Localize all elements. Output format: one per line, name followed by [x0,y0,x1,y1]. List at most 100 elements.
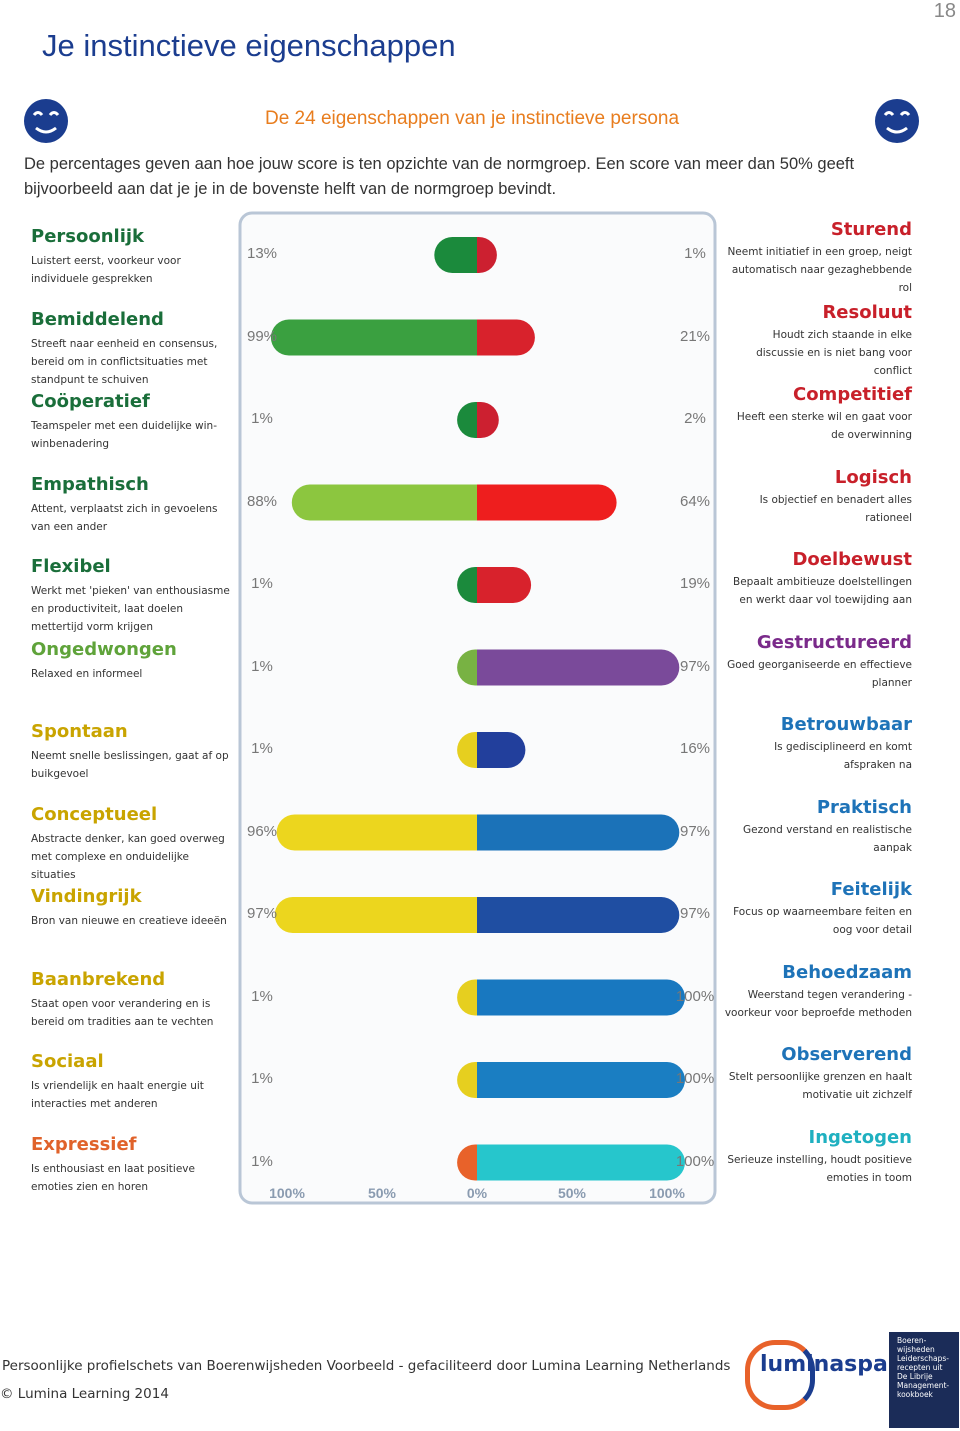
bar [477,402,499,438]
trait-description: Attent, verplaatst zich in gevoelens van… [31,502,218,533]
bar [477,1144,685,1181]
trait-description: Neemt initiatief in een groep, neigt aut… [727,246,912,294]
trait-description: Weerstand tegen verandering - voorkeur v… [724,988,912,1019]
x-tick-label: 50% [558,1185,587,1201]
trait-description: Houdt zich staande in elke discussie en … [756,328,912,377]
bar [270,319,477,356]
trait-description: Relaxed en informeel [31,667,143,680]
trait-description: Abstracte denker, kan goed overweg met c… [31,832,225,881]
trait-name: Observerend [781,1044,912,1065]
trait-description: Heeft een sterke wil en gaat voor de ove… [736,411,912,441]
bar [434,237,477,273]
trait-name: Coöperatief [31,391,150,412]
trait-name: Praktisch [816,796,912,818]
bar [477,1062,685,1098]
bar [276,814,477,851]
book-line: Management- [897,1381,950,1390]
value-label: 16% [679,740,711,757]
trait-description: Is objectief en benadert alles rationeel [759,493,912,524]
book-cover: Boeren-wijsheden Leiderschaps-recepten ui… [889,1332,959,1428]
bar [457,567,477,603]
trait-description: Goed georganiseerde en effectieve planne… [727,658,912,689]
value-label: 2% [684,410,706,427]
trait-description: Is enthousiast en laat positieve emoties… [31,1162,195,1193]
bar [457,402,477,438]
page-number: 18 [933,0,956,22]
bar [457,1144,477,1181]
value-label: 1% [251,410,273,427]
trait-name: Competitief [792,384,912,405]
trait-name: Doelbewust [792,549,912,570]
book-line: De Librije [897,1372,933,1381]
book-line: kookboek [897,1390,933,1399]
bar [477,484,617,521]
value-label: 96% [246,822,278,840]
trait-description: Teamspeler met een duidelijke win-winben… [31,420,218,450]
value-label: 100% [675,1070,715,1087]
logo-ring [745,1340,815,1410]
value-label: 13% [246,245,278,262]
value-label: 100% [675,1152,715,1170]
copyright: © Lumina Learning 2014 [0,1386,169,1402]
trait-description: Bepaalt ambitieuze doelstellingen en wer… [733,576,912,606]
trait-name: Persoonlijk [31,226,145,247]
bar [477,567,532,603]
x-tick-label: 100% [269,1185,305,1201]
trait-name: Baanbrekend [31,968,166,990]
trait-name: Behoedzaam [782,961,912,983]
trait-name: Conceptueel [31,803,158,825]
chart-frame [238,211,717,1205]
trait-name: Betrouwbaar [780,714,912,735]
trait-description: Serieuze instelling, houdt positieve emo… [727,1153,912,1184]
smiley-left [24,99,68,143]
value-label: 1% [251,1152,273,1170]
book-line: Boeren- [897,1336,927,1345]
trait-name: Flexibel [31,556,111,577]
value-label: 97% [679,822,711,840]
value-label: 1% [684,245,706,262]
trait-description: Streeft naar eenheid en consensus, berei… [31,337,218,386]
value-label: 97% [679,905,711,922]
value-label: 88% [246,492,278,510]
value-label: 1% [251,1070,273,1087]
bar [477,897,680,933]
trait-description: Neemt snelle beslissingen, gaat af op bu… [31,750,229,780]
bar [457,979,477,1016]
bar [291,484,477,521]
bar [274,897,477,933]
title: Je instinctieve eigenschappen [42,28,456,63]
smiley-right [875,99,919,143]
subtitle: De 24 eigenschappen van je instinctieve … [264,108,680,129]
bar [477,319,535,356]
trait-name: Sociaal [31,1051,104,1072]
value-label: 1% [251,987,273,1005]
trait-name: Expressief [31,1133,137,1155]
bar [477,732,526,768]
bar [457,649,477,686]
value-label: 99% [246,327,278,345]
book-line: recepten uit [897,1363,943,1372]
trait-name: Vindingrijk [31,886,142,907]
x-tick-label: 100% [649,1185,685,1201]
value-label: 21% [679,327,711,345]
value-label: 97% [246,905,278,922]
trait-description: Staat open voor verandering en is bereid… [31,997,214,1028]
trait-description: Gezond verstand en realistische aanpak [743,823,912,854]
bar [477,649,680,686]
footer-text: Persoonlijke profielschets van Boerenwij… [2,1358,731,1374]
trait-name: Bemiddelend [31,308,164,330]
x-tick-label: 0% [467,1185,488,1201]
trait-description: Focus op waarneembare feiten en oog voor… [733,906,912,936]
trait-name: Ongedwongen [31,638,177,660]
logo: luminaspark [760,1352,914,1377]
bar [457,732,477,768]
trait-description: Stelt persoonlijke grenzen en haalt moti… [728,1071,912,1101]
trait-name: Resoluut [822,301,912,323]
trait-name: Logisch [834,466,912,488]
bar [477,814,680,851]
trait-name: Ingetogen [808,1126,912,1148]
value-label: 19% [679,575,711,592]
trait-description: Is vriendelijk en haalt energie uit inte… [31,1080,204,1110]
bar [457,1062,477,1098]
